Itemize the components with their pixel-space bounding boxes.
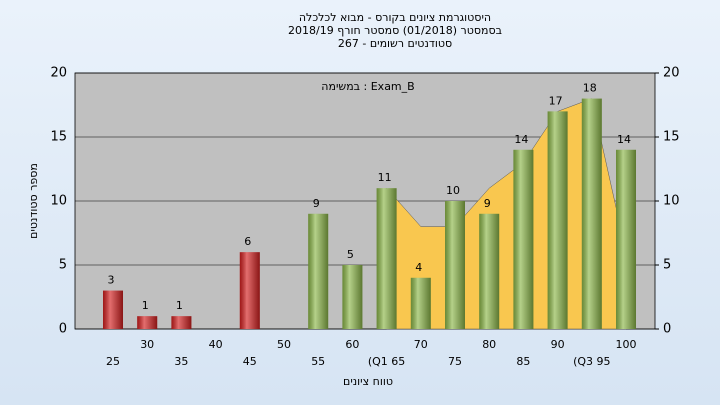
data-label: 6 <box>244 235 251 248</box>
annotation: במשימה : Exam_B <box>321 80 414 93</box>
data-label: 9 <box>313 197 320 210</box>
y2-tick-label: 5 <box>663 258 671 273</box>
y2-tick-label: 10 <box>663 194 680 209</box>
x-tick-label: (Q1 65 <box>368 355 405 368</box>
y-tick-label: 10 <box>50 194 67 209</box>
y2-tick-label: 0 <box>663 322 671 337</box>
bar-shade <box>103 290 123 329</box>
data-label: 5 <box>347 248 354 261</box>
x-tick-label: 70 <box>414 338 428 351</box>
x-tick-label: 25 <box>106 355 120 368</box>
data-label: 17 <box>549 94 563 107</box>
title: בסמסטר (01/2018) סמסטר חורף 2018/19 <box>288 24 502 37</box>
data-label: 9 <box>484 197 491 210</box>
x-tick-label: 85 <box>516 355 530 368</box>
x-tick-label: 75 <box>448 355 462 368</box>
bar-shade <box>308 213 329 329</box>
x-tick-label: 90 <box>551 338 565 351</box>
y2-tick-label: 20 <box>663 66 680 81</box>
title: היסטוגרמת ציונים בקורס - מבוא לכלכלה <box>299 11 491 24</box>
x-tick-label: 40 <box>209 338 223 351</box>
data-label: 10 <box>446 184 460 197</box>
data-label: 14 <box>514 133 528 146</box>
bar-shade <box>239 252 260 329</box>
x-tick-label: 60 <box>345 338 359 351</box>
y-tick-label: 20 <box>50 66 67 81</box>
bar-shade <box>616 149 636 329</box>
x-axis-label: טווח ציונים <box>343 375 393 388</box>
y-axis-label: מספר סטודנטים <box>27 163 40 239</box>
y-tick-label: 0 <box>59 322 67 337</box>
bar-shade <box>376 188 397 329</box>
y-tick-label: 5 <box>59 258 67 273</box>
y-tick-label: 15 <box>50 130 67 145</box>
data-label: 11 <box>378 171 392 184</box>
x-tick-label: 80 <box>482 338 496 351</box>
x-tick-label: 100 <box>616 338 637 351</box>
bar-shade <box>479 213 500 329</box>
data-label: 18 <box>583 82 597 95</box>
data-label: 3 <box>108 274 115 287</box>
bar-shade <box>342 265 363 329</box>
x-tick-label: 30 <box>140 338 154 351</box>
bar-shade <box>581 98 602 329</box>
bar-shade <box>410 277 431 329</box>
bar-shade <box>513 149 534 329</box>
y2-tick-label: 15 <box>663 130 680 145</box>
x-tick-label: 45 <box>243 355 257 368</box>
data-label: 14 <box>617 133 631 146</box>
x-tick-label: (Q3 95 <box>573 355 610 368</box>
title: סטודנטים רשומים - 267 <box>338 37 452 50</box>
x-tick-label: 50 <box>277 338 291 351</box>
x-tick-label: 35 <box>174 355 188 368</box>
bar-shade <box>547 111 568 330</box>
x-tick-label: 55 <box>311 355 325 368</box>
data-label: 4 <box>415 261 422 274</box>
bar-shade <box>137 316 158 329</box>
bar-shade <box>171 316 192 329</box>
data-label: 1 <box>176 299 183 312</box>
data-label: 1 <box>142 299 149 312</box>
bar-shade <box>445 201 465 329</box>
